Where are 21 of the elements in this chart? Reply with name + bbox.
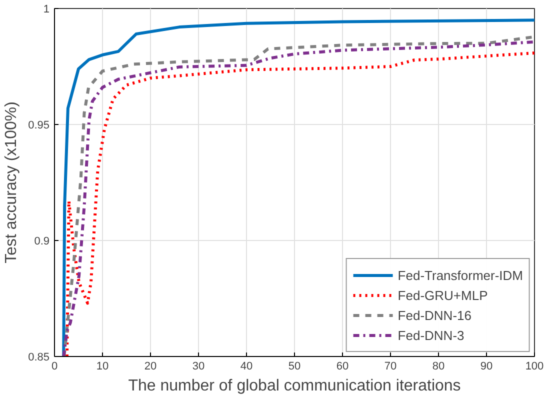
legend-label: Fed-Transformer-IDM (398, 268, 523, 282)
x-tick-label: 80 (432, 360, 445, 372)
legend-label: Fed-GRU+MLP (398, 288, 488, 302)
y-tick-label: 0.85 (28, 352, 50, 364)
legend-label: Fed-DNN-16 (398, 308, 472, 322)
y-tick-label: 0.9 (34, 236, 50, 248)
x-tick-label: 0 (51, 360, 58, 372)
x-tick-label: 10 (96, 360, 109, 372)
x-tick-label: 30 (192, 360, 205, 372)
x-tick-label: 70 (384, 360, 397, 372)
legend-label: Fed-DNN-3 (398, 328, 464, 342)
x-tick-label: 60 (336, 360, 349, 372)
y-tick-label: 0.95 (28, 120, 50, 132)
y-axis-title: Test accuracy (x100%) (3, 102, 20, 264)
x-tick-label: 20 (144, 360, 157, 372)
x-tick-label: 40 (240, 360, 253, 372)
x-tick-label: 90 (480, 360, 493, 372)
y-tick-label: 1 (43, 4, 50, 16)
x-axis-title: The number of global communication iterations (128, 378, 461, 394)
x-tick-label: 100 (525, 360, 544, 372)
x-tick-label: 50 (288, 360, 301, 372)
